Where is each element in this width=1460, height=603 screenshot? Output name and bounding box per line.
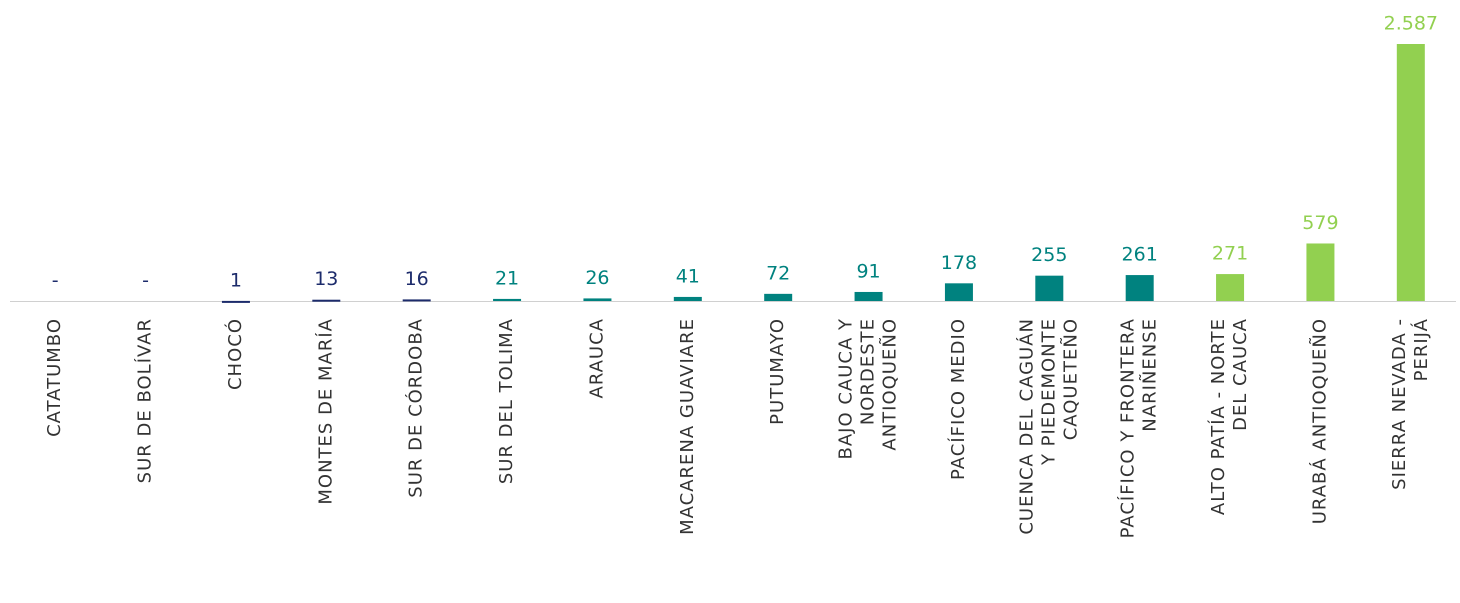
x-tick-label: CAQUETEÑO <box>1059 318 1081 440</box>
bar <box>583 298 612 301</box>
bar <box>402 299 431 302</box>
x-tick-label: DEL CAUCA <box>1230 318 1251 431</box>
value-label: - <box>52 270 59 292</box>
x-tick-label: SUR DE BOLÍVAR <box>134 318 156 483</box>
x-tick-label: SUR DE CÓRDOBA <box>405 318 427 498</box>
x-tick-label: ANTIOQUEÑO <box>879 318 901 451</box>
bar <box>764 293 793 301</box>
bar <box>673 296 702 301</box>
value-label: - <box>142 270 149 292</box>
x-tick-label: SIERRA NEVADA - <box>1389 318 1410 490</box>
value-label: 178 <box>941 252 977 274</box>
bar <box>312 299 341 302</box>
x-tick-label: Y PIEDEMONTE <box>1038 318 1059 466</box>
value-label: 271 <box>1212 243 1248 265</box>
bar <box>854 291 883 301</box>
value-label: 21 <box>495 267 519 289</box>
bar <box>1125 275 1154 301</box>
value-label: 41 <box>676 265 700 287</box>
x-tick-label: MACARENA GUAVIARE <box>677 318 698 535</box>
value-label: 91 <box>856 260 880 282</box>
x-tick-label: URABÁ ANTIOQUEÑO <box>1308 318 1330 524</box>
value-label: 1 <box>230 269 242 291</box>
value-label: 579 <box>1302 212 1338 234</box>
value-label: 13 <box>314 268 338 290</box>
x-tick-label: MONTES DE MARÍA <box>314 318 336 505</box>
x-tick-label: SUR DEL TOLIMA <box>496 318 517 484</box>
bar <box>1306 243 1335 301</box>
value-label: 26 <box>585 267 609 289</box>
value-label: 72 <box>766 262 790 284</box>
x-tick-label: CATATUMBO <box>44 318 65 437</box>
x-tick-label: PACÍFICO Y FRONTERA <box>1117 318 1139 538</box>
value-label: 261 <box>1122 244 1158 266</box>
x-tick-label: CUENCA DEL CAGUÁN <box>1015 318 1037 535</box>
x-tick-label: CHOCÓ <box>224 318 246 390</box>
x-tick-label: PERIJÁ <box>1410 318 1432 381</box>
bar <box>1216 274 1245 301</box>
value-label: 16 <box>405 268 429 290</box>
value-label: 2.587 <box>1384 13 1438 35</box>
x-tick-label: PUTUMAYO <box>767 318 788 425</box>
bar <box>1396 44 1425 301</box>
bar <box>944 283 973 301</box>
bar <box>221 300 250 303</box>
bar <box>1035 275 1064 301</box>
x-tick-label: NARIÑENSE <box>1139 318 1161 432</box>
x-tick-label: ALTO PATÍA - NORTE <box>1207 318 1229 515</box>
x-tick-label: NORDESTE <box>858 318 879 425</box>
value-label: 255 <box>1031 244 1067 266</box>
x-tick-label: BAJO CAUCA Y <box>836 318 857 460</box>
x-tick-label: ARAUCA <box>586 318 607 398</box>
x-tick-label: PACÍFICO MEDIO <box>947 318 969 480</box>
bar <box>493 298 522 301</box>
